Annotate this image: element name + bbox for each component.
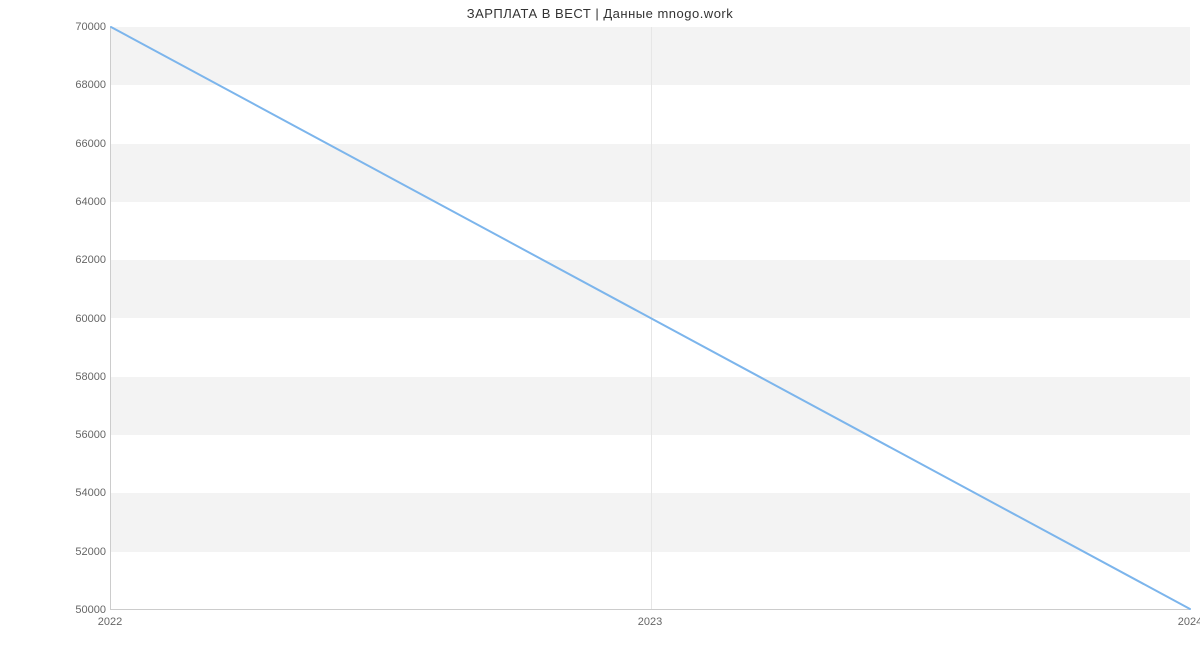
y-tick-label: 64000 — [16, 196, 106, 208]
x-tick-label: 2022 — [98, 616, 122, 628]
chart-title: ЗАРПЛАТА В ВЕСТ | Данные mnogo.work — [0, 6, 1200, 21]
x-tick-label: 2023 — [638, 616, 662, 628]
series-salary-line — [111, 27, 1190, 609]
y-tick-label: 60000 — [16, 313, 106, 325]
y-tick-label: 58000 — [16, 371, 106, 383]
plot-area — [110, 27, 1190, 610]
y-tick-label: 70000 — [16, 21, 106, 33]
y-tick-label: 54000 — [16, 487, 106, 499]
series-layer — [111, 27, 1190, 609]
salary-line-chart: ЗАРПЛАТА В ВЕСТ | Данные mnogo.work 5000… — [0, 0, 1200, 650]
y-tick-label: 66000 — [16, 138, 106, 150]
y-tick-label: 62000 — [16, 254, 106, 266]
y-tick-label: 50000 — [16, 604, 106, 616]
y-tick-label: 68000 — [16, 79, 106, 91]
y-tick-label: 56000 — [16, 429, 106, 441]
y-tick-label: 52000 — [16, 546, 106, 558]
x-tick-label: 2024 — [1178, 616, 1200, 628]
